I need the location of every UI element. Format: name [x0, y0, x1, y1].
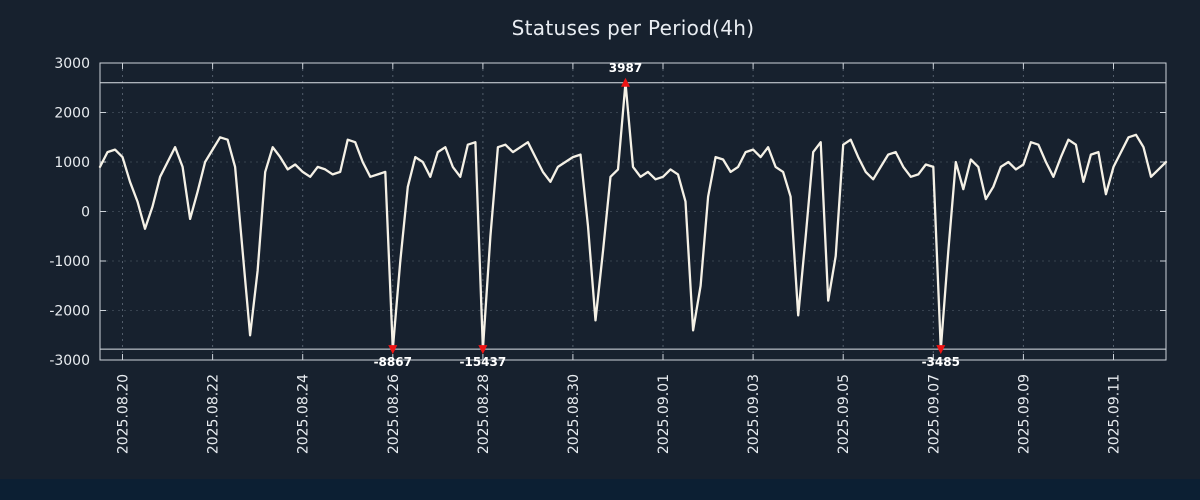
chart-title: Statuses per Period(4h) — [511, 16, 755, 40]
data-line — [98, 81, 1168, 351]
y-tick-label: 0 — [81, 205, 90, 221]
x-tick-label: 2025.09.07 — [926, 374, 942, 454]
extreme-marker — [620, 77, 630, 87]
x-tick-label: 2025.09.11 — [1106, 374, 1122, 454]
extreme-marker — [388, 345, 398, 355]
footer-band — [0, 479, 1200, 500]
extreme-value-label: 3987 — [609, 61, 642, 75]
extreme-marker — [936, 345, 946, 355]
x-tick-label: 2025.08.30 — [566, 374, 582, 454]
x-tick-label: 2025.08.26 — [386, 374, 402, 454]
y-tick-label: -3000 — [49, 353, 90, 369]
x-tick-label: 2025.08.24 — [296, 374, 312, 454]
y-tick-label: 3000 — [54, 56, 90, 72]
x-tick-label: 2025.09.01 — [656, 374, 672, 454]
extreme-value-label: -3485 — [922, 355, 960, 369]
x-tick-label: 2025.08.20 — [116, 374, 132, 454]
y-tick-label: 2000 — [54, 106, 90, 122]
x-tick-label: 2025.09.03 — [746, 374, 762, 454]
y-tick-label: -1000 — [49, 254, 90, 270]
x-tick-label: 2025.09.09 — [1016, 374, 1032, 454]
y-tick-label: -2000 — [49, 304, 90, 320]
extreme-value-label: -8867 — [374, 355, 412, 369]
x-tick-label: 2025.08.28 — [476, 374, 492, 454]
x-tick-label: 2025.08.22 — [206, 374, 222, 454]
extreme-marker — [478, 345, 488, 355]
x-tick-label: 2025.09.05 — [836, 374, 852, 454]
y-tick-label: 1000 — [54, 155, 90, 171]
extreme-value-label: -15437 — [459, 355, 506, 369]
